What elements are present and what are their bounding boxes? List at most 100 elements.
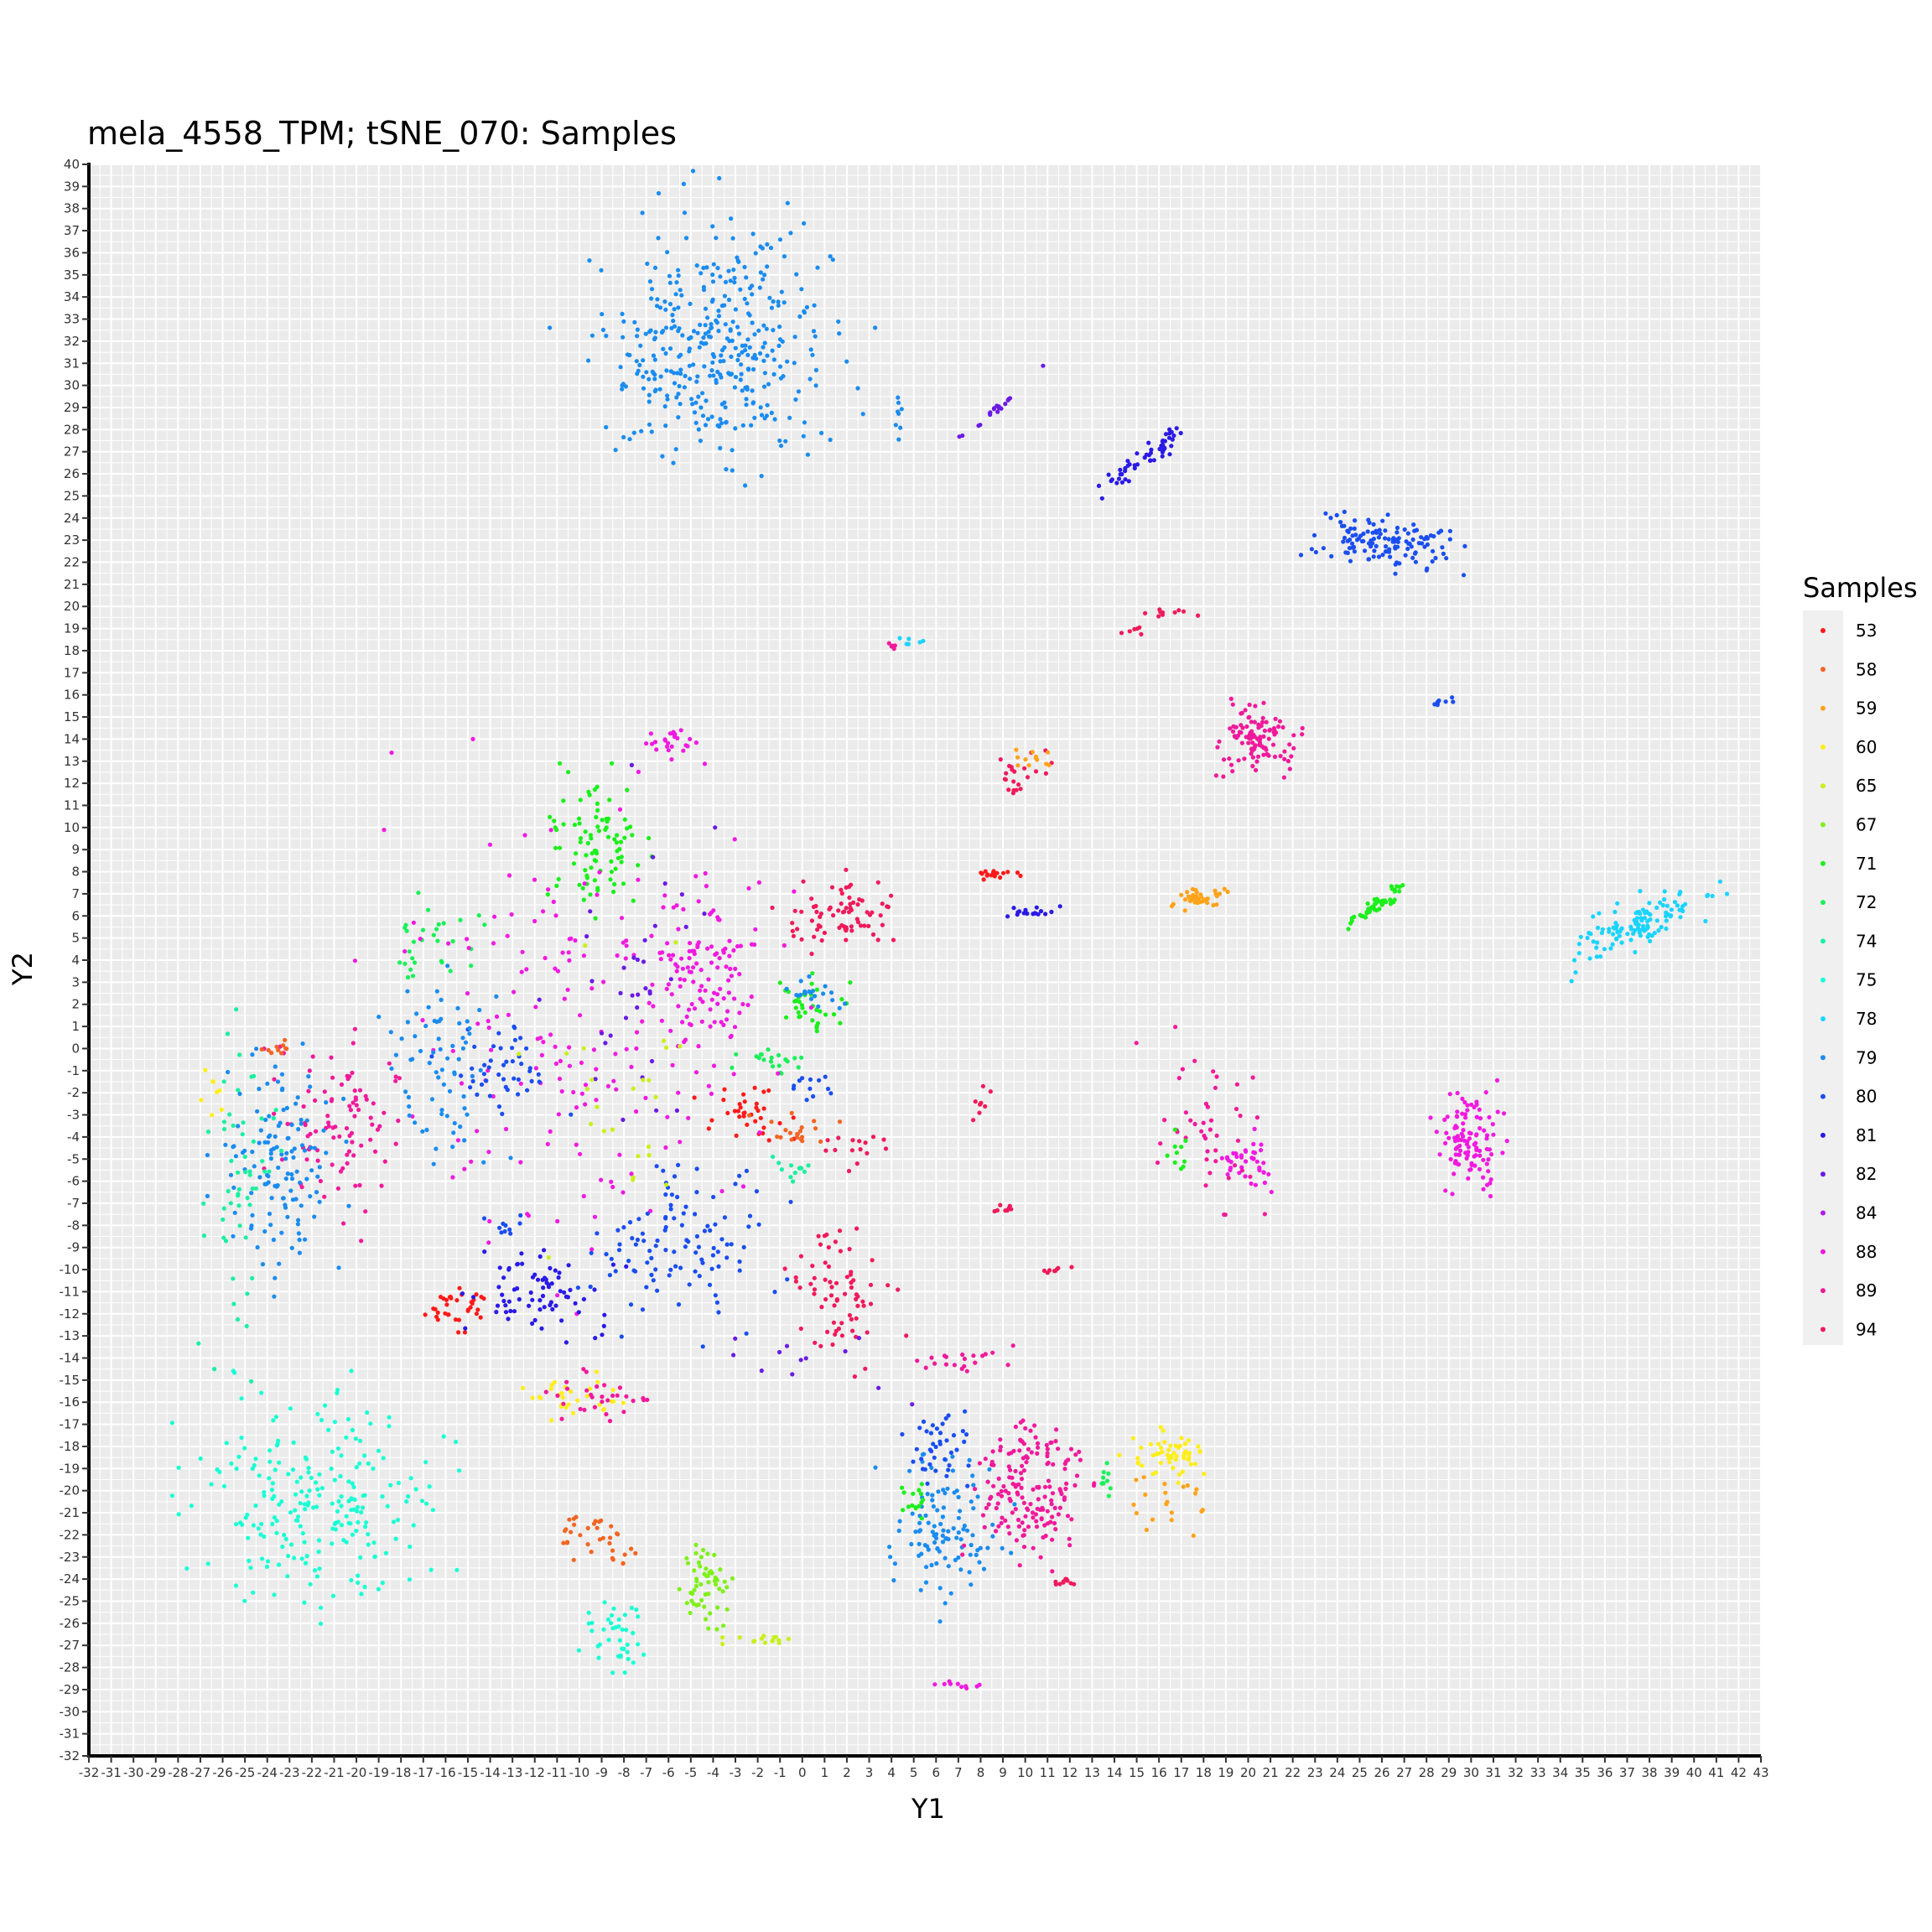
data-point-89 xyxy=(1227,756,1232,761)
data-point-75 xyxy=(265,1559,271,1564)
data-point-89 xyxy=(1250,740,1255,745)
data-point-75 xyxy=(295,1518,300,1523)
data-point-74 xyxy=(241,1120,246,1125)
data-point-88 xyxy=(1483,1090,1488,1095)
data-point-89 xyxy=(624,1394,629,1399)
data-point-71 xyxy=(1172,1160,1177,1165)
data-point-72 xyxy=(1106,1493,1111,1498)
data-point-81 xyxy=(1174,426,1179,431)
data-point-71 xyxy=(619,854,625,860)
data-point-79 xyxy=(269,1196,274,1201)
data-point-79 xyxy=(769,410,774,415)
data-point-80 xyxy=(475,1092,480,1097)
data-point-71 xyxy=(610,889,616,895)
data-point-88 xyxy=(487,1218,492,1223)
y-tick-label: -12 xyxy=(60,1306,80,1322)
data-point-89 xyxy=(994,1529,999,1534)
data-point-80 xyxy=(1420,541,1425,546)
data-point-60 xyxy=(1179,1436,1184,1441)
data-point-71 xyxy=(580,886,585,891)
data-point-89 xyxy=(1244,724,1249,730)
data-point-74 xyxy=(240,1132,245,1137)
data-point-89 xyxy=(1230,702,1235,707)
data-point-89 xyxy=(1073,1452,1078,1457)
data-point-71 xyxy=(614,840,620,845)
data-point-67 xyxy=(712,1552,717,1557)
data-point-60 xyxy=(552,1379,558,1385)
data-point-81 xyxy=(506,1265,512,1270)
data-point-75 xyxy=(622,1613,628,1618)
x-tick-label: 27 xyxy=(1396,1765,1412,1780)
data-point-71 xyxy=(584,875,590,880)
data-point-89 xyxy=(1234,1082,1239,1087)
data-point-71 xyxy=(576,816,582,821)
x-tick-label: 33 xyxy=(1530,1765,1546,1780)
data-point-79 xyxy=(293,1197,299,1202)
data-point-79 xyxy=(887,1545,892,1550)
data-point-67 xyxy=(693,1542,699,1547)
data-point-79 xyxy=(796,993,801,998)
data-point-79 xyxy=(975,1494,980,1499)
data-point-78 xyxy=(1647,932,1652,937)
data-point-75 xyxy=(430,1508,436,1513)
data-point-71 xyxy=(810,1018,815,1023)
data-point-89 xyxy=(1246,740,1251,745)
data-point-79 xyxy=(873,1465,878,1470)
data-point-71 xyxy=(1183,1138,1188,1143)
data-point-80 xyxy=(1361,538,1366,543)
data-point-89 xyxy=(962,1543,967,1548)
data-point-79 xyxy=(777,364,783,369)
data-point-79 xyxy=(285,1171,290,1176)
data-point-89 xyxy=(1028,1502,1033,1507)
data-point-89 xyxy=(335,1186,340,1191)
data-point-88 xyxy=(687,948,692,953)
data-point-88 xyxy=(1261,1170,1266,1175)
data-point-81 xyxy=(1148,450,1153,455)
data-point-65 xyxy=(589,1121,594,1126)
data-point-88 xyxy=(634,1109,639,1114)
data-point-88 xyxy=(1225,1171,1230,1177)
data-point-75 xyxy=(311,1505,316,1510)
data-point-89 xyxy=(1048,1519,1053,1524)
data-point-79 xyxy=(930,1530,935,1535)
data-point-88 xyxy=(670,1062,675,1067)
data-point-94 xyxy=(854,1161,860,1166)
data-point-88 xyxy=(1474,1114,1479,1119)
data-point-89 xyxy=(1239,710,1244,715)
data-point-59 xyxy=(1141,1475,1146,1480)
data-point-94 xyxy=(793,1275,798,1280)
data-point-60 xyxy=(1183,1449,1188,1454)
data-point-74 xyxy=(262,1169,267,1174)
data-point-89 xyxy=(341,1221,346,1226)
data-point-89 xyxy=(1019,1477,1025,1482)
data-point-89 xyxy=(346,1149,352,1154)
data-point-72 xyxy=(1108,1486,1113,1491)
data-point-89 xyxy=(1013,1468,1018,1473)
data-point-80 xyxy=(962,1439,967,1444)
data-point-79 xyxy=(694,379,699,384)
data-point-82 xyxy=(1041,363,1046,368)
data-point-88 xyxy=(666,748,671,753)
data-point-75 xyxy=(335,1390,340,1395)
data-point-67 xyxy=(708,1611,713,1616)
data-point-81 xyxy=(1032,911,1037,916)
data-point-88 xyxy=(505,933,510,938)
data-point-72 xyxy=(482,922,487,927)
data-point-89 xyxy=(1005,1363,1010,1368)
data-point-89 xyxy=(1024,1460,1029,1465)
data-point-81 xyxy=(1034,905,1039,910)
data-point-79 xyxy=(231,1233,236,1239)
data-point-89 xyxy=(1176,1076,1182,1081)
data-point-80 xyxy=(607,1273,613,1278)
data-point-79 xyxy=(317,1199,322,1204)
data-point-79 xyxy=(709,325,714,330)
data-point-81 xyxy=(546,1282,551,1287)
data-point-79 xyxy=(873,325,878,330)
data-point-58 xyxy=(597,1519,602,1524)
data-point-89 xyxy=(1045,1509,1050,1514)
data-point-80 xyxy=(1440,545,1445,550)
data-point-88 xyxy=(583,1102,588,1107)
data-point-72 xyxy=(408,967,413,972)
data-point-88 xyxy=(647,1000,652,1005)
data-point-88 xyxy=(1469,1161,1474,1166)
